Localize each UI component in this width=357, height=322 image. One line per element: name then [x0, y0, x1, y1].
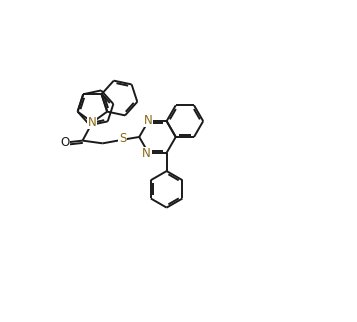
Text: N: N [88, 116, 97, 129]
Text: O: O [61, 136, 70, 149]
Text: N: N [142, 147, 151, 160]
Text: N: N [144, 114, 153, 127]
Text: S: S [119, 132, 126, 146]
